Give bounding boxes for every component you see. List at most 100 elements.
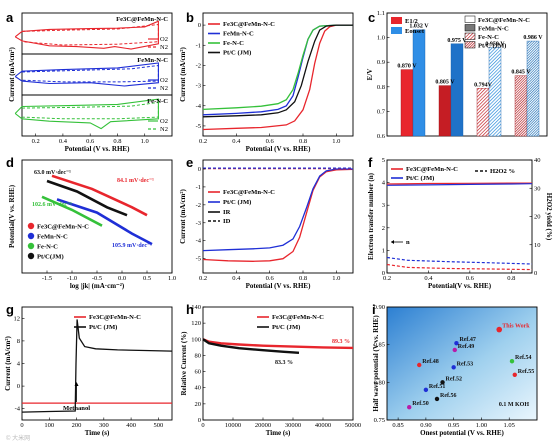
g-series-Pt/C (JM) [21, 319, 173, 413]
e-ytick-label: -4 [196, 238, 202, 245]
e-series-Fe3C@FeMn-N-C [202, 168, 354, 262]
a-Fe3C@FeMn-N-C-n2 [21, 23, 159, 46]
b-xtick-label: 1.0 [332, 138, 340, 145]
f-y2tick-label: 40 [534, 157, 541, 164]
c-ytick-label: 1.0 [377, 35, 385, 42]
watermark: © 大米网 [6, 434, 30, 442]
a-legend-o2: O2 [160, 36, 168, 43]
b-ytick-label: 0 [198, 22, 201, 29]
h-red-legend-label: Fe3C@FeMn-N-C [272, 314, 324, 321]
d-series-Pt/C(JM) [46, 179, 128, 217]
panel-letter-f: f [368, 155, 373, 170]
e-xtick-label: 0.8 [299, 275, 307, 282]
f-h2o2-legend-label: H2O2 % [490, 168, 515, 175]
i-point-label: Ref.51 [429, 384, 446, 390]
b-xtick-label: 0.4 [232, 138, 241, 145]
c-ylabel: E/V [366, 69, 374, 81]
h-ytick-label: 60 [195, 369, 202, 376]
f-ylabel: Electron transfer number (n) [367, 172, 375, 260]
f-xtick-label: 0.6 [466, 275, 475, 282]
c-legend-e12-swatch [391, 17, 402, 24]
c-ytick-label: 1.1 [377, 10, 385, 17]
c-bar-eonset [526, 40, 540, 137]
i-point-label: Ref.53 [457, 361, 474, 367]
i-point-label: Ref.48 [422, 359, 439, 365]
h-ytick-label: 80 [195, 352, 202, 359]
e-ytick-label: -3 [196, 220, 201, 227]
d-ylabel: Potential(V vs. RHE) [8, 184, 16, 248]
c-ytick-label: 0.8 [377, 84, 385, 91]
i-frame [386, 306, 538, 421]
c-ytick-label: 0.7 [377, 108, 386, 115]
a-legend-n2: N2 [160, 44, 168, 51]
i-point [452, 347, 457, 353]
b-Fe3C@FeMn-N-C-legend-label: Fe3C@FeMn-N-C [223, 21, 275, 28]
b-Pt/C (JM)-legend-label: Pt/C (JM) [223, 50, 251, 57]
f-y2tick-label: 0 [534, 270, 537, 277]
i-point-label: Ref.49 [458, 344, 475, 350]
g-red-legend-label: Fe3C@FeMn-N-C [89, 314, 141, 321]
c-bar-e12 [476, 88, 490, 137]
g-xtick-label: 100 [44, 422, 54, 429]
i-point [454, 340, 459, 346]
i-point-label: Ref.55 [518, 369, 535, 375]
g-ytick-label: 12 [14, 315, 21, 322]
i-xtick-label: 1.05 [504, 422, 515, 429]
e-ir-legend-label: IR [223, 209, 231, 216]
b-xtick-label: 0.6 [266, 138, 275, 145]
h-ytick-label: 100 [191, 336, 201, 343]
i-point-label: Ref.50 [412, 401, 429, 407]
e-xtick-label: 0.6 [266, 275, 275, 282]
h-xtick-label: 10000 [225, 422, 241, 429]
i-point [512, 372, 517, 377]
a-FeMn-N-C-o2 [14, 62, 159, 87]
d-legend-swatch [27, 242, 35, 250]
c-label-e12: 0.845 V [511, 70, 531, 76]
c-label-e12: 0.870 V [397, 64, 417, 70]
a-sub-frame [21, 94, 173, 137]
g-ytick-label: 0 [17, 383, 20, 390]
d-xtick-label: -1.5 [42, 275, 52, 282]
a-xtick-label: 0.4 [59, 138, 68, 145]
f-series-Pt/C (JM) [386, 183, 533, 186]
panel-letter-g: g [6, 302, 14, 317]
h-xtick-label: 40000 [315, 422, 331, 429]
i-point [434, 396, 440, 402]
h-black-legend-label: Pt/C (JM) [272, 324, 300, 331]
d-legend-swatch [27, 232, 35, 240]
c-legend-cat: Fe3C@FeMn-N-C [478, 17, 530, 24]
g-xlabel: Time (s) [85, 429, 110, 437]
c-frame [386, 12, 548, 137]
f-ytick-label: 1 [382, 247, 385, 254]
c-legend-cat-swatch [464, 32, 476, 40]
i-background [387, 307, 537, 420]
g-arrow-head [74, 382, 79, 386]
e-xtick-label: 1.0 [332, 275, 340, 282]
i-point [451, 365, 456, 370]
c-bar-e12 [400, 69, 414, 137]
f-n-label: n [406, 239, 410, 246]
i-ylabel: Half wave potential (V vs. RHE) [372, 315, 380, 412]
c-label-eonset: 0.975 V [447, 38, 467, 44]
panel-letter-d: d [6, 155, 14, 170]
i-point [407, 404, 412, 410]
a-sub-title: Fe-N-C [147, 98, 168, 105]
e-id-legend-label: ID [223, 218, 231, 225]
e-xlabel: Potential (V vs. RHE) [246, 282, 311, 290]
c-ytick-label: 0.9 [377, 59, 385, 66]
b-ytick-label: -1 [196, 42, 201, 49]
b-frame [202, 12, 354, 137]
h-series-Fe3C@FeMn-N-C [202, 338, 354, 350]
g-xtick-label: 0 [20, 422, 23, 429]
a-legend-o2: O2 [160, 77, 168, 84]
f-xtick-label: 0.8 [507, 275, 515, 282]
f-series-h2o2-red [386, 263, 533, 271]
a-xtick-label: 1.0 [141, 138, 149, 145]
i-ytick-label: 0.85 [374, 342, 385, 349]
b-ytick-label: -2 [196, 62, 201, 69]
g-xtick-label: 300 [99, 422, 109, 429]
a-xtick-label: 0.6 [86, 138, 95, 145]
a-ylabel: Current (mA/cm²) [8, 47, 16, 102]
c-label-e12: 0.805 V [435, 80, 455, 86]
